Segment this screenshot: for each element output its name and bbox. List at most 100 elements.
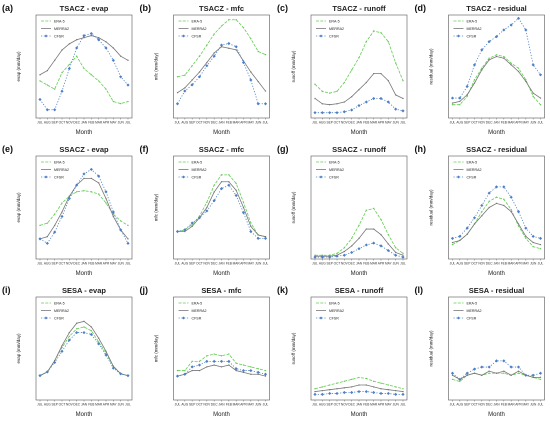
data-point: [364, 389, 368, 394]
x-axis-label: Month: [351, 412, 368, 418]
x-tick-label: MAY: [247, 121, 255, 125]
data-point: [127, 59, 129, 61]
x-tick-label: JAN: [81, 403, 88, 407]
plot-frame: [173, 14, 270, 119]
x-tick-label: JUL: [263, 262, 269, 266]
data-point: [351, 96, 353, 98]
x-tick-label: FEB: [226, 403, 232, 407]
legend-label: CFSR: [192, 34, 202, 38]
data-point: [206, 366, 208, 368]
x-tick-label: FEB: [363, 121, 369, 125]
panel-label: (b): [140, 3, 152, 13]
data-point: [235, 189, 237, 191]
data-point: [510, 374, 512, 376]
data-point: [184, 369, 186, 372]
data-point: [241, 211, 246, 215]
data-point: [329, 104, 331, 106]
legend-marker: [457, 34, 460, 38]
legend-label: CFSR: [54, 316, 64, 320]
data-point: [380, 234, 382, 236]
data-point: [60, 214, 64, 219]
data-point: [235, 19, 237, 21]
data-point: [380, 218, 382, 221]
data-point: [257, 234, 259, 236]
data-point: [183, 228, 187, 232]
x-tick-label: MAY: [247, 403, 255, 407]
data-point: [502, 185, 506, 189]
data-point: [205, 64, 209, 68]
data-point: [350, 390, 354, 395]
x-tick-label: DEC: [486, 262, 493, 266]
data-point: [503, 57, 505, 59]
panel-label: (g): [277, 144, 289, 154]
plot-frame: [310, 296, 408, 401]
data-point: [321, 390, 323, 392]
data-point: [45, 108, 49, 112]
legend-label: CFSR: [329, 316, 339, 320]
data-point: [516, 210, 521, 214]
legend-label: ERA-5: [329, 160, 340, 164]
data-point: [538, 371, 543, 375]
data-point: [394, 386, 397, 388]
data-point: [372, 96, 376, 101]
x-tick-label: DEC: [211, 262, 218, 266]
data-point: [227, 41, 231, 46]
x-tick-label: DEC: [211, 403, 218, 407]
data-point: [372, 380, 375, 382]
data-point: [458, 377, 462, 381]
data-point: [241, 368, 246, 373]
data-point: [321, 386, 324, 388]
data-point: [68, 43, 70, 45]
data-point: [539, 378, 542, 381]
x-tick-label: APR: [378, 121, 385, 125]
data-point: [402, 390, 404, 393]
data-point: [343, 101, 345, 103]
x-tick-label: MAR: [370, 262, 378, 266]
data-point: [119, 372, 123, 376]
x-tick-label: MAR: [370, 121, 378, 125]
x-tick-label: APR: [515, 403, 522, 407]
x-tick-label: DEC: [486, 403, 493, 407]
x-tick-label: AUG: [181, 403, 188, 407]
data-point: [387, 40, 390, 43]
data-point: [394, 62, 397, 64]
data-point: [472, 216, 477, 220]
data-point: [395, 390, 397, 392]
x-tick-label: JUL: [538, 403, 544, 407]
data-point: [220, 181, 223, 183]
data-point: [357, 389, 361, 394]
x-tick-label: FEB: [501, 121, 507, 125]
y-axis-label: residual (mm/day): [429, 189, 434, 226]
legend-label: CFSR: [192, 175, 202, 179]
x-tick-label: MAY: [247, 262, 255, 266]
data-point: [314, 390, 316, 393]
data-point: [503, 204, 505, 207]
data-point: [89, 332, 93, 337]
panel-title: SSACZ - runoff: [332, 145, 386, 154]
data-point: [242, 201, 245, 204]
data-point: [358, 376, 360, 379]
x-tick-label: SEP: [189, 262, 195, 266]
data-point: [257, 368, 259, 370]
data-point: [257, 80, 259, 83]
x-tick-label: AUG: [319, 403, 326, 407]
data-point: [54, 224, 56, 227]
x-tick-label: SEP: [464, 121, 470, 125]
data-point: [314, 83, 316, 85]
data-point: [335, 391, 339, 396]
data-point: [228, 364, 230, 366]
data-point: [466, 233, 468, 235]
data-point: [220, 366, 223, 368]
x-tick-label: NOV: [478, 403, 486, 407]
x-tick-label: JUL: [37, 262, 43, 266]
x-tick-label: AUG: [456, 403, 463, 407]
data-point: [191, 369, 193, 372]
data-point: [219, 187, 224, 191]
data-point: [539, 376, 542, 378]
x-tick-label: NOV: [203, 262, 211, 266]
plot-frame: [448, 296, 545, 401]
x-tick-label: APR: [378, 403, 385, 407]
data-point: [119, 102, 122, 105]
data-point: [54, 59, 56, 61]
